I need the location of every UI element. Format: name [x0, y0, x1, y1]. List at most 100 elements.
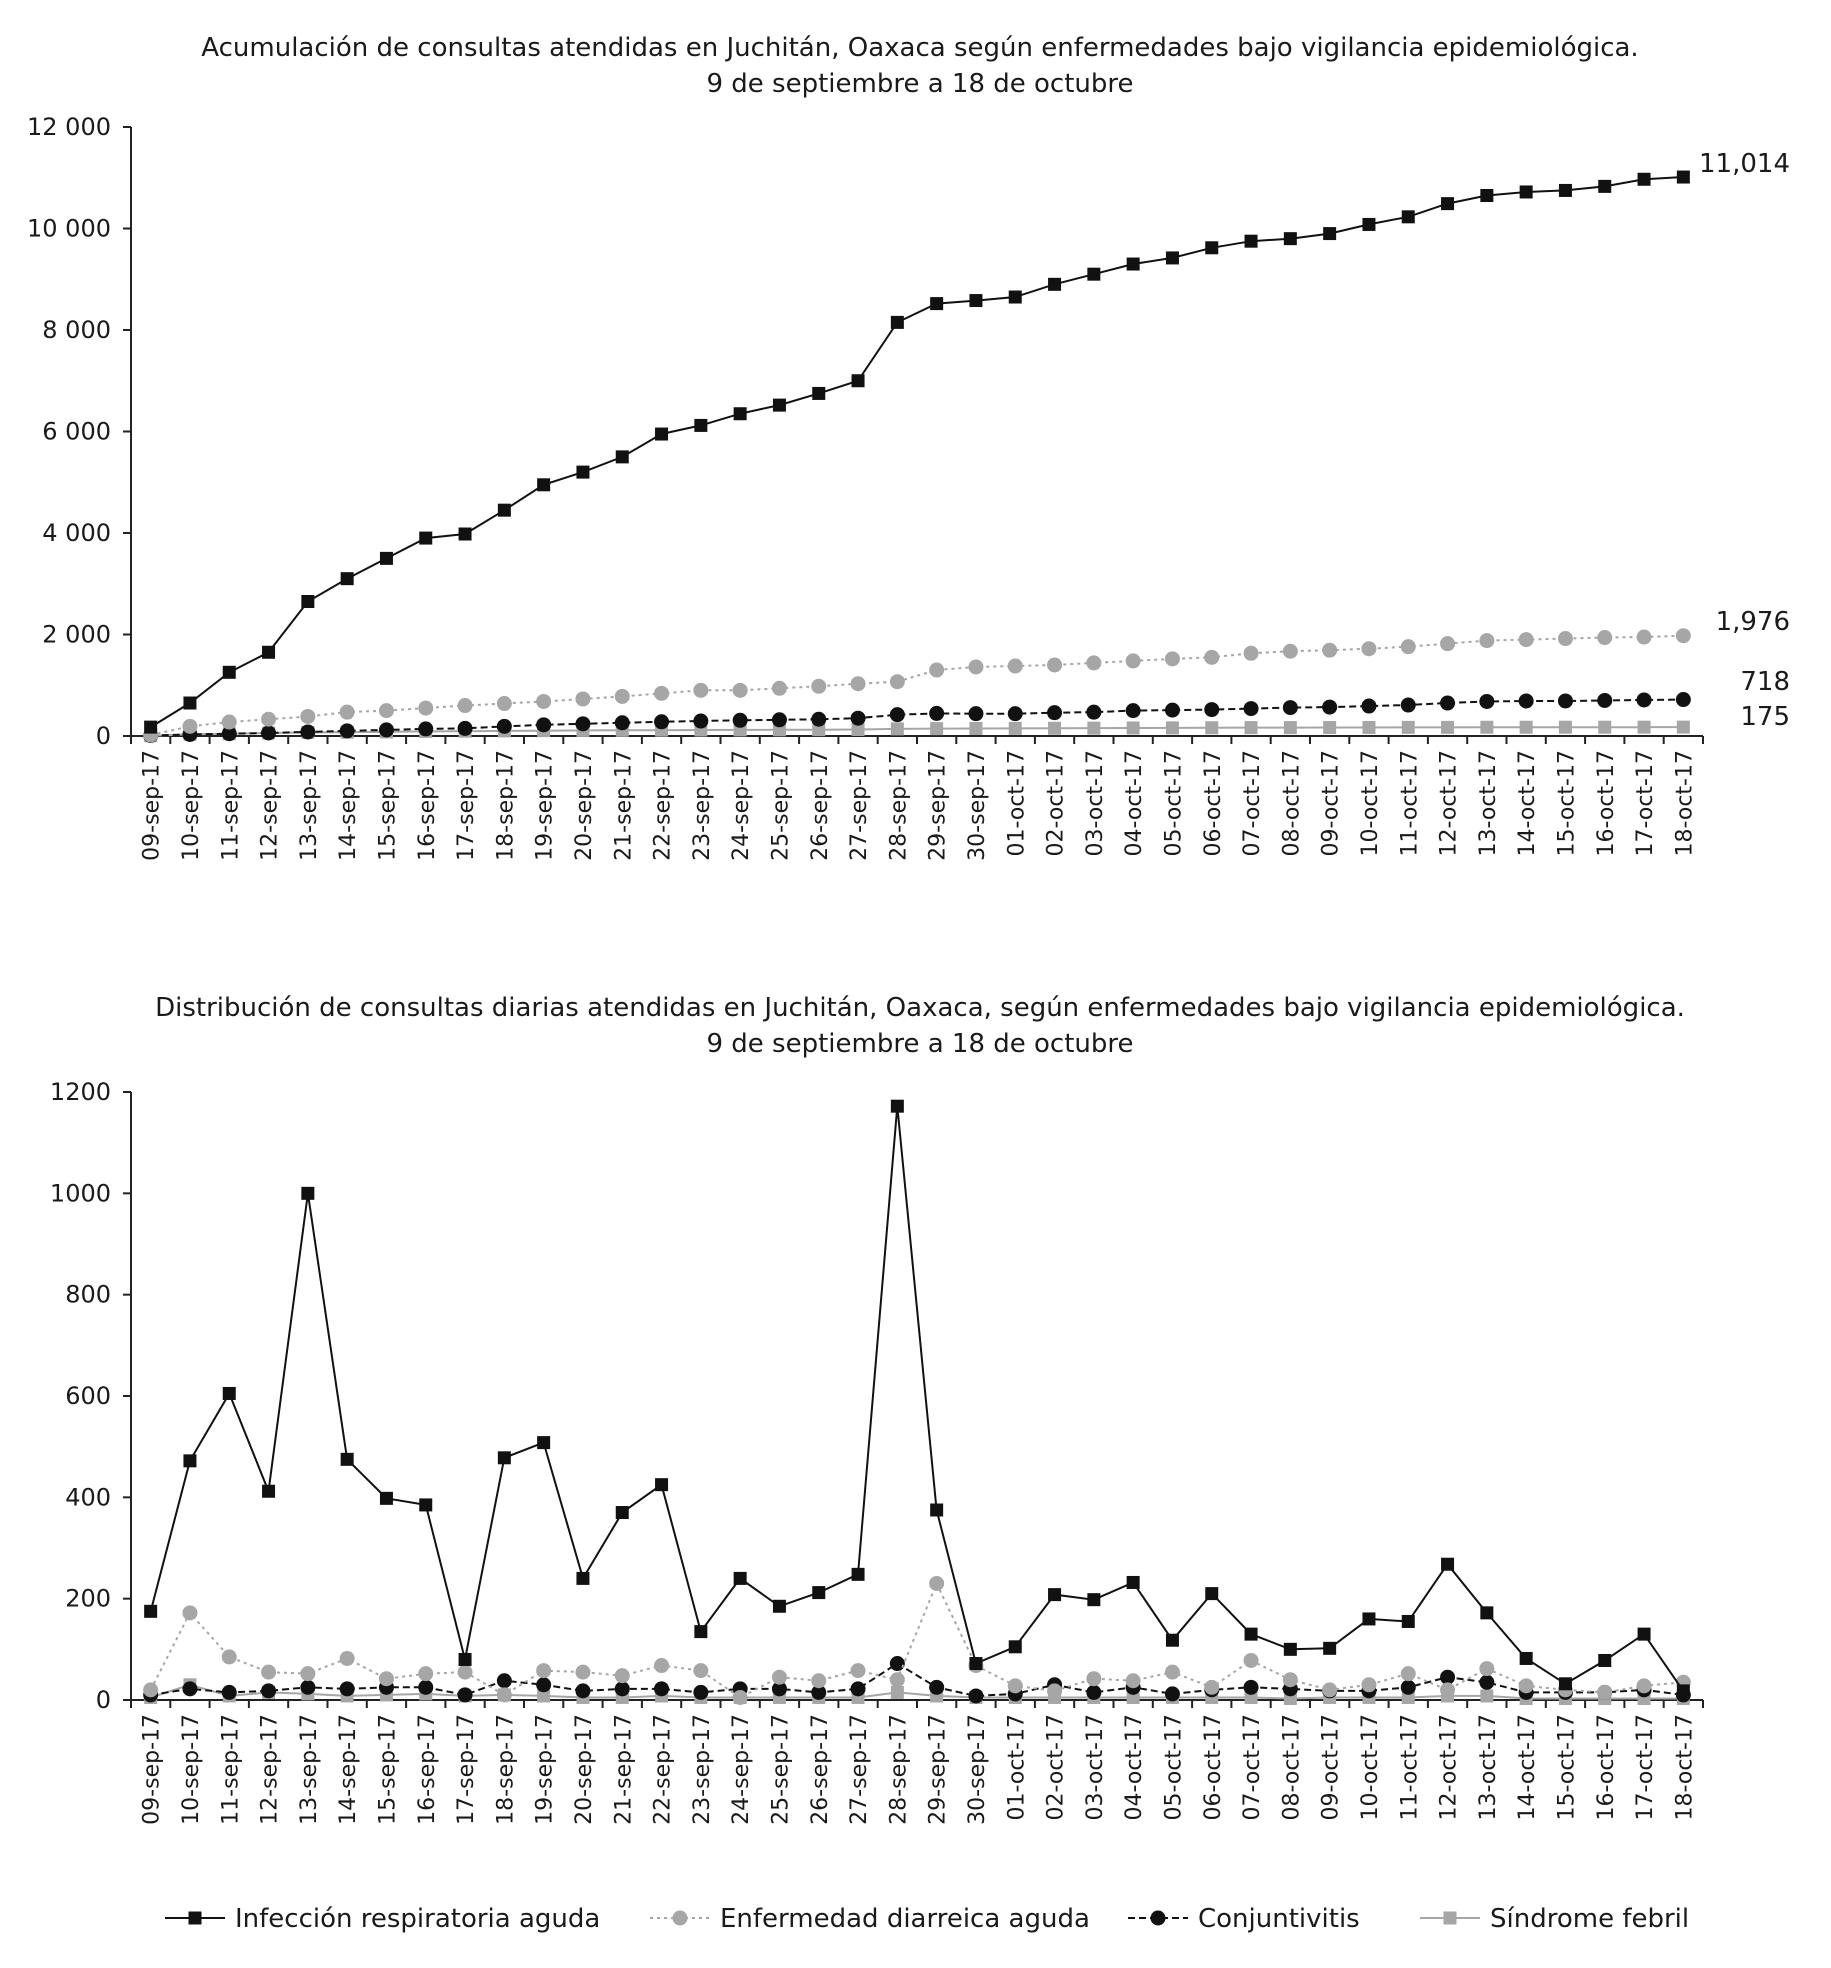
- x-tick-label: 19-sep-17: [533, 1714, 558, 1825]
- data-point: [1047, 705, 1063, 721]
- y-tick-label: 0: [96, 1686, 111, 1714]
- series-line: [150, 1683, 1684, 1700]
- x-tick-label: 18-sep-17: [493, 750, 518, 861]
- data-point: [340, 1452, 354, 1466]
- data-point: [575, 1664, 591, 1680]
- data-point: [811, 1673, 827, 1689]
- data-point: [930, 722, 944, 736]
- x-tick-label: 10-oct-17: [1358, 1714, 1383, 1820]
- x-tick-label: 30-sep-17: [965, 1714, 990, 1825]
- data-point: [1283, 232, 1297, 246]
- data-point: [929, 662, 945, 678]
- data-point: [1283, 1642, 1297, 1656]
- data-point: [1086, 1684, 1102, 1700]
- data-point: [1205, 1587, 1219, 1601]
- data-point: [1401, 210, 1415, 224]
- x-tick-label: 13-sep-17: [297, 750, 322, 861]
- end-value-label: 718: [1740, 667, 1790, 697]
- data-point: [1086, 704, 1102, 720]
- data-point: [1126, 257, 1140, 271]
- data-point: [536, 717, 552, 733]
- data-point: [575, 1683, 591, 1699]
- data-point: [889, 707, 905, 723]
- legend-item: Enfermedad diarreica aguda: [650, 1904, 1090, 1934]
- data-point: [1480, 1606, 1494, 1620]
- data-point: [1519, 1651, 1533, 1665]
- data-point: [496, 1673, 512, 1689]
- data-point: [1518, 1678, 1534, 1694]
- data-point: [457, 1664, 473, 1680]
- data-point: [144, 1604, 158, 1618]
- data-point: [654, 1658, 670, 1674]
- x-tick-label: 25-sep-17: [768, 1714, 793, 1825]
- data-point: [1323, 227, 1337, 241]
- x-tick-label: 17-oct-17: [1633, 750, 1658, 856]
- x-tick-label: 10-sep-17: [179, 1714, 204, 1825]
- x-tick-label: 01-oct-17: [1004, 1714, 1029, 1820]
- data-point: [969, 1657, 983, 1671]
- data-point: [614, 1668, 630, 1684]
- x-tick-label: 15-oct-17: [1554, 750, 1579, 856]
- x-tick-label: 16-sep-17: [415, 1714, 440, 1825]
- x-tick-label: 02-oct-17: [1044, 1714, 1069, 1820]
- y-tick-label: 1200: [50, 1078, 111, 1106]
- data-point: [222, 665, 236, 679]
- data-point: [930, 1503, 944, 1517]
- chart-daily: Distribución de consultas diarias atendi…: [50, 993, 1704, 1825]
- data-point: [850, 1681, 866, 1697]
- data-point: [1047, 1683, 1063, 1699]
- data-point: [889, 1672, 905, 1688]
- data-point: [969, 294, 983, 308]
- x-tick-label: 14-sep-17: [336, 750, 361, 861]
- x-tick-label: 19-sep-17: [533, 750, 558, 861]
- series-line: [149, 1106, 1685, 1692]
- data-point: [812, 386, 826, 400]
- data-point: [378, 703, 394, 719]
- labels-layer: 11,014 1,976 718 175: [1699, 149, 1790, 732]
- data-point: [1557, 693, 1573, 709]
- series-1: [143, 1575, 1691, 1705]
- data-point: [1048, 721, 1062, 735]
- data-point: [378, 722, 394, 738]
- data-point: [457, 698, 473, 714]
- data-point: [537, 1436, 551, 1450]
- data-point: [1519, 720, 1533, 734]
- data-point: [1243, 645, 1259, 661]
- data-point: [1441, 197, 1455, 211]
- data-point: [183, 696, 197, 710]
- data-point: [1322, 1682, 1338, 1698]
- data-point: [1086, 1671, 1102, 1687]
- x-tick-label: 27-sep-17: [847, 1714, 872, 1825]
- data-point: [1400, 639, 1416, 655]
- data-point: [1401, 720, 1415, 734]
- end-value-label: 1,976: [1716, 607, 1790, 637]
- data-point: [537, 478, 551, 492]
- data-point: [1323, 1641, 1337, 1655]
- data-point: [340, 572, 354, 586]
- data-point: [1282, 643, 1298, 659]
- data-point: [1125, 703, 1141, 719]
- data-point: [771, 712, 787, 728]
- data-point: [1362, 217, 1376, 231]
- data-point: [1401, 1690, 1415, 1704]
- data-point: [379, 551, 393, 565]
- y-tick-label: 10 000: [27, 215, 111, 243]
- data-point: [1479, 693, 1495, 709]
- data-point: [1204, 1679, 1220, 1695]
- data-point: [1087, 1593, 1101, 1607]
- data-point: [1480, 720, 1494, 734]
- data-point: [1597, 630, 1613, 646]
- x-tick-label: 24-sep-17: [729, 1714, 754, 1825]
- x-tick-label: 04-oct-17: [1122, 1714, 1147, 1820]
- data-point: [536, 1663, 552, 1679]
- series-layer: [143, 170, 1691, 743]
- y-tick-label: 1000: [50, 1179, 111, 1207]
- data-point: [655, 427, 669, 441]
- data-point: [418, 700, 434, 716]
- legend-label: Síndrome febril: [1490, 1904, 1689, 1934]
- data-point: [1283, 721, 1297, 735]
- data-point: [300, 724, 316, 740]
- data-point: [1007, 658, 1023, 674]
- data-point: [1518, 693, 1534, 709]
- data-point: [1440, 695, 1456, 711]
